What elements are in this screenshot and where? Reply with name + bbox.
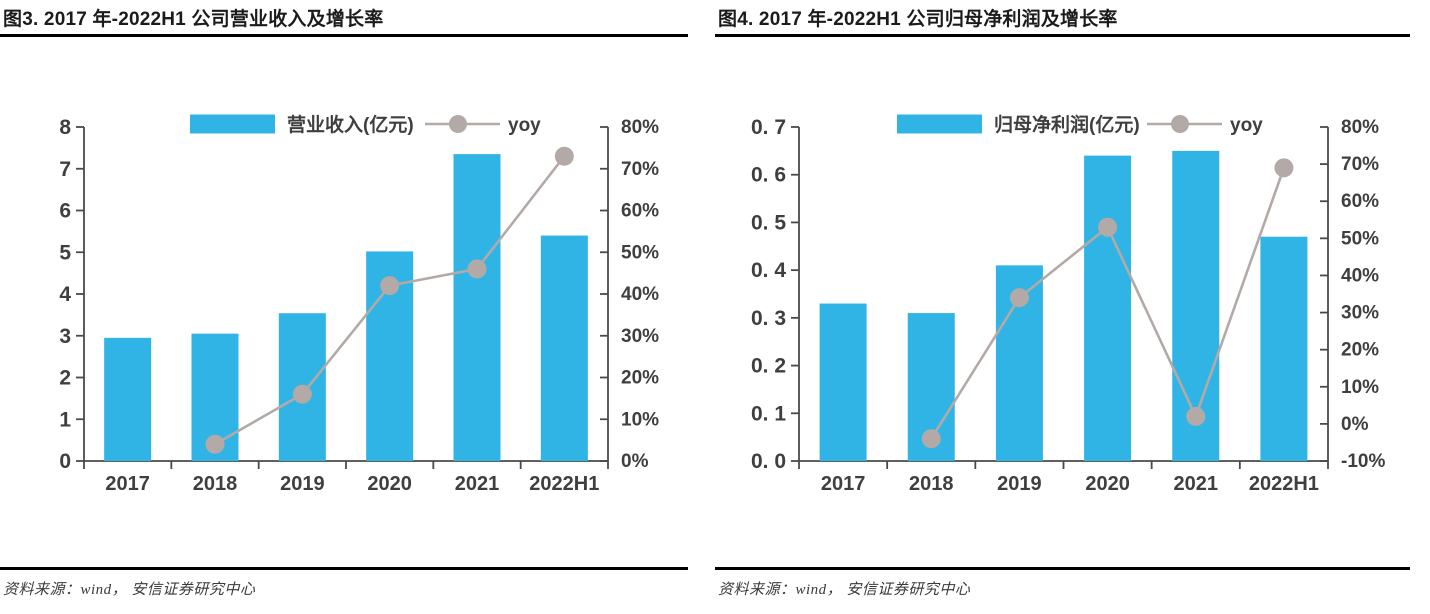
y-axis-left-tick-label: 0. 6 <box>751 164 786 187</box>
y-axis-right-tick-label: 30% <box>621 326 659 347</box>
yoy-point-2020 <box>380 276 400 296</box>
x-axis-category-label: 2022H1 <box>1249 473 1319 495</box>
legend-bar-label: 营业收入(亿元) <box>287 113 414 136</box>
x-axis-category-label: 2017 <box>821 473 866 495</box>
x-axis-category-label: 2019 <box>997 473 1042 495</box>
bar-2020 <box>1084 155 1132 461</box>
y-axis-left-tick-label: 8 <box>59 116 71 139</box>
y-axis-left-tick-label: 0 <box>59 450 71 473</box>
y-axis-right-tick-label: 20% <box>1341 340 1379 361</box>
y-axis-left-tick-label: 5 <box>59 241 71 264</box>
y-axis-left-tick-label: 3 <box>59 325 71 348</box>
bar-2017 <box>819 303 867 461</box>
figure-4-title: 图4. 2017 年-2022H1 公司归母净利润及增长率 <box>718 9 1118 30</box>
yoy-point-2018 <box>921 429 941 449</box>
y-axis-left-tick-label: 0. 7 <box>751 116 786 139</box>
y-axis-right-tick-label: 10% <box>1341 377 1379 398</box>
figure-4-title-rule <box>715 34 1410 37</box>
yoy-point-2022H1 <box>1274 158 1294 178</box>
figure-3-panel: 图3. 2017 年-2022H1 公司营业收入及增长率 8 7 6 5 4 3 2 1 0 80… <box>0 0 688 614</box>
y-axis-right-tick-label: 80% <box>621 117 659 138</box>
y-axis-right-tick-label: 60% <box>1341 191 1379 212</box>
bar-2022H1 <box>1260 236 1308 461</box>
yoy-point-2021 <box>467 259 487 279</box>
x-axis-category-label: 2019 <box>280 473 325 495</box>
legend-bar-swatch <box>190 114 275 134</box>
y-axis-right-tick-label: -10% <box>1341 451 1385 472</box>
figure-4-source-rule <box>715 567 1410 570</box>
y-axis-right-tick-label: 50% <box>1341 228 1379 249</box>
x-axis-category-label: 2017 <box>105 473 150 495</box>
y-axis-right-tick-label: 20% <box>621 368 659 389</box>
legend-line-marker <box>1171 115 1189 133</box>
legend-bar-label: 归母净利润(亿元) <box>994 113 1140 136</box>
y-axis-left-tick-label: 2 <box>59 367 71 390</box>
y-axis-right-tick-label: 40% <box>621 284 659 305</box>
y-axis-right-tick-label: 50% <box>621 242 659 263</box>
y-axis-left-tick-label: 0. 2 <box>751 355 786 378</box>
legend-line-marker <box>449 115 467 133</box>
x-axis-category-label: 2018 <box>909 473 954 495</box>
figure-3-title-rule <box>0 34 688 37</box>
yoy-point-2019 <box>292 384 312 404</box>
legend-line-label: yoy <box>508 115 541 136</box>
legend-bar-swatch <box>897 114 982 134</box>
y-axis-right-tick-label: 0% <box>621 451 649 472</box>
y-axis-left-tick-label: 0. 5 <box>751 211 786 234</box>
y-axis-left-tick-label: 0. 4 <box>751 259 786 282</box>
y-axis-right-tick-label: 0% <box>1341 414 1369 435</box>
y-axis-right-tick-label: 70% <box>621 159 659 180</box>
yoy-point-2018 <box>205 434 225 454</box>
figure-3-chart: 8 7 6 5 4 3 2 1 0 80% 70% 60% 50% 40% 30% 20% 10% 0% 2017 2… <box>59 113 659 495</box>
yoy-point-2020 <box>1098 217 1118 237</box>
y-axis-right-tick-label: 60% <box>621 201 659 222</box>
figure-4-chart: 0. 7 0. 6 0. 5 0. 4 0. 3 0. 2 0. 1 0. 0 80% 70% 60… <box>751 113 1385 495</box>
x-axis-category-label: 2021 <box>1174 473 1219 495</box>
y-axis-left-tick-label: 7 <box>59 158 71 181</box>
yoy-point-2019 <box>1009 288 1029 308</box>
figure-3-source: 资料来源：wind， 安信证券研究中心 <box>3 582 256 598</box>
yoy-point-2022H1 <box>554 146 574 166</box>
x-axis-category-label: 2020 <box>367 473 412 495</box>
x-axis-category-label: 2018 <box>193 473 238 495</box>
y-axis-left-tick-label: 4 <box>59 283 71 306</box>
figure-4-panel: 图4. 2017 年-2022H1 公司归母净利润及增长率 0. 7 0. 6 0.… <box>715 0 1410 614</box>
y-axis-right-tick-label: 30% <box>1341 303 1379 324</box>
yoy-point-2021 <box>1186 406 1206 426</box>
figure-4-source: 资料来源：wind， 安信证券研究中心 <box>718 582 971 598</box>
x-axis-category-label: 2021 <box>455 473 500 495</box>
bar-2017 <box>104 337 152 461</box>
x-axis-category-label: 2022H1 <box>529 473 599 495</box>
figure-3-title: 图3. 2017 年-2022H1 公司营业收入及增长率 <box>3 9 384 30</box>
y-axis-right-tick-label: 40% <box>1341 265 1379 286</box>
y-axis-right-tick-label: 80% <box>1341 117 1379 138</box>
y-axis-right-tick-label: 70% <box>1341 154 1379 175</box>
y-axis-left-tick-label: 0. 0 <box>751 450 786 473</box>
figure-3-source-rule <box>0 567 688 570</box>
legend-line-label: yoy <box>1230 115 1263 136</box>
y-axis-left-tick-label: 6 <box>59 200 71 223</box>
bar-2021 <box>453 154 501 461</box>
y-axis-left-tick-label: 1 <box>59 408 71 431</box>
y-axis-left-tick-label: 0. 3 <box>751 307 786 330</box>
y-axis-right-tick-label: 10% <box>621 409 659 430</box>
y-axis-left-tick-label: 0. 1 <box>751 402 786 425</box>
x-axis-category-label: 2020 <box>1085 473 1130 495</box>
bar-2022H1 <box>540 235 588 461</box>
